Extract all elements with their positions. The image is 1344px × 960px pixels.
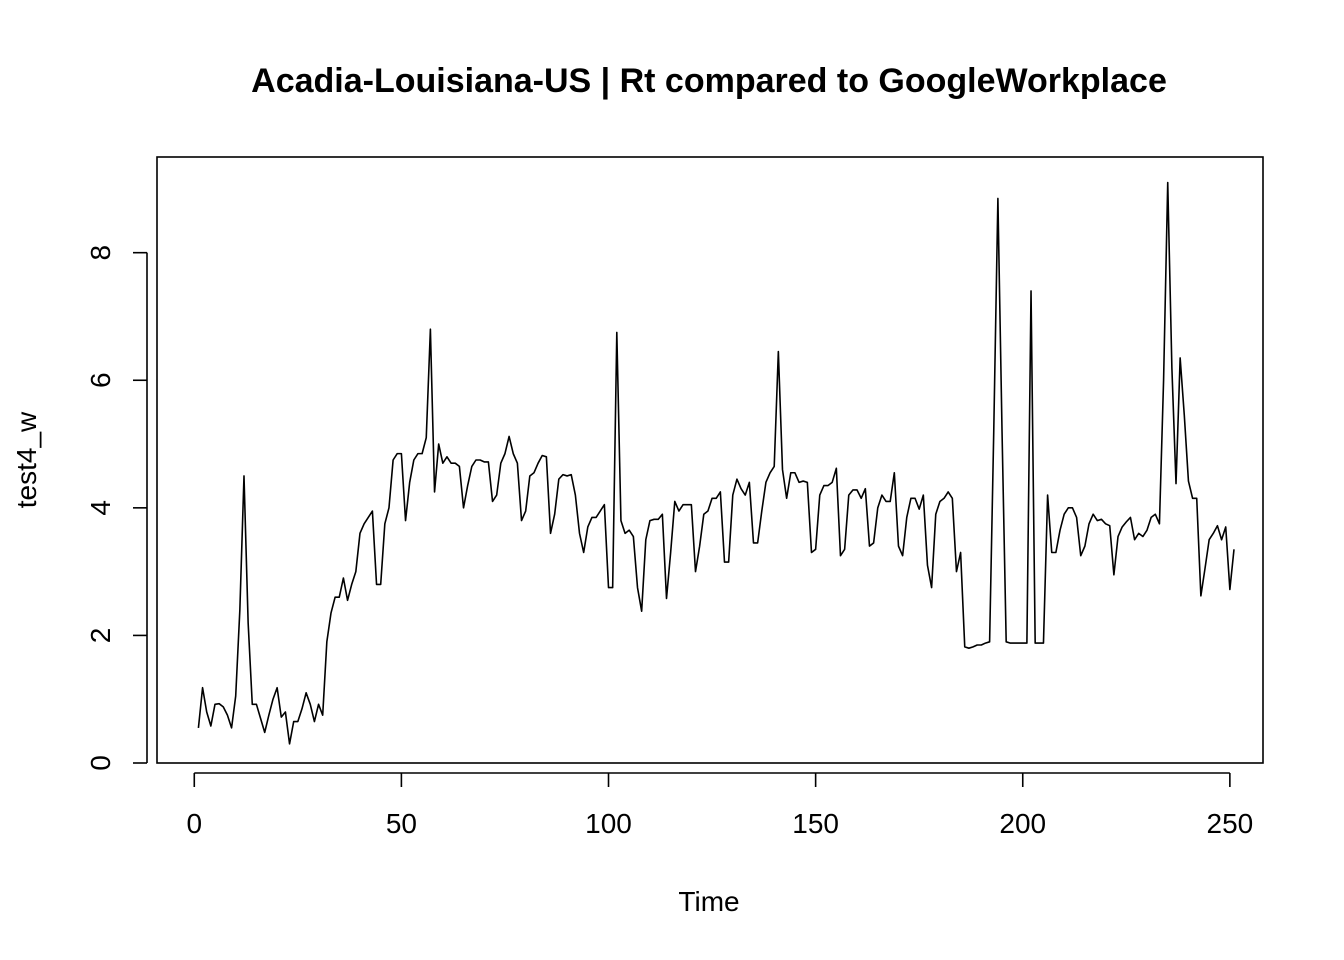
y-tick-label: 6 bbox=[85, 372, 116, 388]
y-tick-label: 8 bbox=[85, 245, 116, 261]
y-tick-label: 0 bbox=[85, 755, 116, 771]
y-axis-label: test4_w bbox=[11, 411, 42, 508]
x-tick-label: 50 bbox=[386, 808, 417, 839]
x-axis-label: Time bbox=[678, 886, 739, 917]
series-line-1 bbox=[197, 181, 1235, 745]
x-axis: 0 50 100 150 200 250 bbox=[186, 772, 1254, 839]
x-tick-label: 200 bbox=[999, 808, 1046, 839]
chart-title: Acadia-Louisiana-US | Rt compared to Goo… bbox=[251, 62, 1167, 100]
series-layer bbox=[197, 181, 1235, 745]
y-tick-label: 2 bbox=[85, 628, 116, 644]
x-tick-label: 150 bbox=[792, 808, 839, 839]
y-tick-label: 4 bbox=[85, 500, 116, 516]
x-tick-label: 0 bbox=[186, 808, 202, 839]
plot-frame bbox=[156, 156, 1264, 764]
x-tick-label: 100 bbox=[585, 808, 632, 839]
y-axis: 0 2 4 6 8 bbox=[85, 245, 148, 771]
x-tick-label: 250 bbox=[1207, 808, 1254, 839]
